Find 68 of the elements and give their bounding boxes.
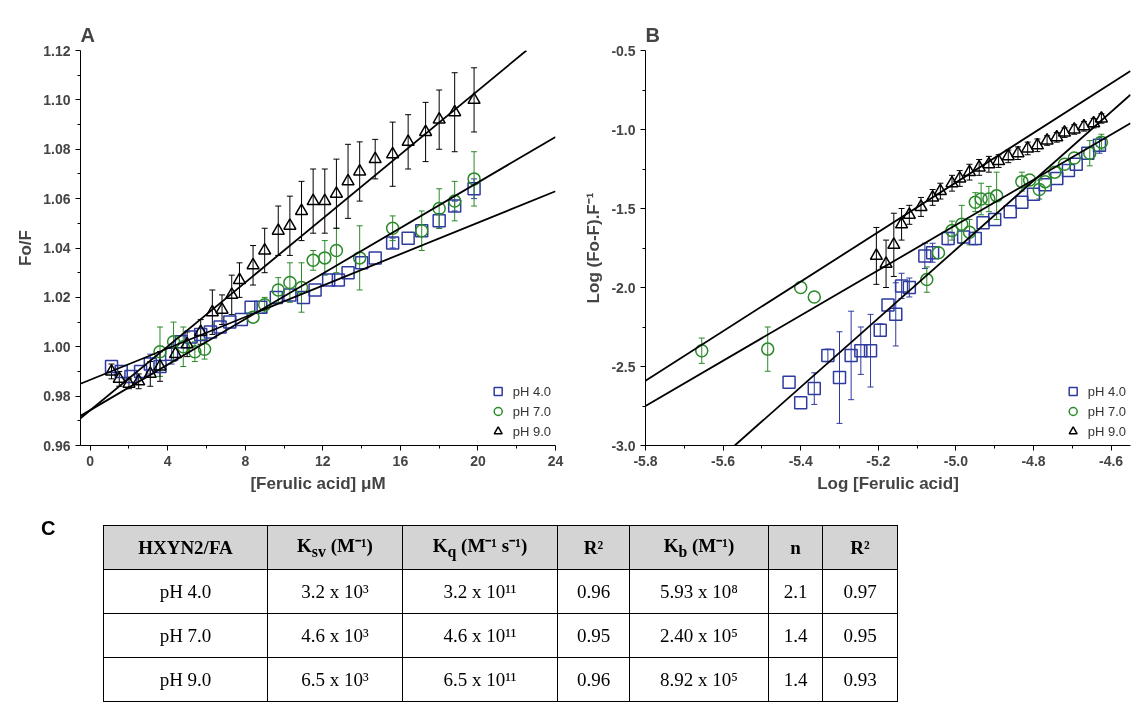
legend-label: pH 9.0 (512, 423, 551, 439)
legend-label: pH 7.0 (512, 403, 551, 419)
category-label: K$_{b}$ (M⁻¹) (629, 525, 769, 570)
y-tick-label: -2.0 (611, 279, 636, 296)
x-tick-label: 12 (315, 452, 331, 469)
y-tick-label: 1.10 (43, 91, 71, 108)
x-tick-label: 0 (86, 452, 95, 469)
y-axis-title: Log (Fo-F).F⁻¹ (584, 192, 604, 304)
x-tick-label: -5.6 (711, 452, 736, 469)
x-tick-label: -4.6 (1099, 452, 1124, 469)
x-tick-label: 16 (392, 452, 409, 469)
y-tick-label: 1.12 (43, 42, 71, 59)
text: pH 4.0 (103, 569, 268, 614)
legend-label: pH 7.0 (1087, 403, 1126, 419)
y-tick-label: 1.06 (43, 190, 71, 207)
x-axis-title: Log [Ferulic acid] (817, 473, 959, 493)
y-tick-label: 1.02 (43, 289, 71, 306)
text: pH 7.0 (103, 613, 268, 658)
x-tick-label: 4 (163, 452, 172, 469)
x-axis-title: [Ferulic acid] μM (250, 473, 386, 493)
category-label: K$_{q}$ (M⁻¹ s⁻¹) (402, 525, 558, 570)
text: 5.93 x 10⁸ (629, 569, 769, 614)
y-tick-label: 0.96 (43, 437, 71, 454)
category-label: K$_{sv}$ (M⁻¹) (267, 525, 403, 570)
legend-label: pH 4.0 (1087, 383, 1126, 399)
text: 2.1 (768, 569, 823, 614)
y-tick-label: 1.04 (43, 240, 71, 256)
category-label: R² (557, 525, 630, 570)
y-tick-label: -3.0 (611, 437, 636, 454)
text: 4.6 x 10³ (267, 613, 403, 658)
category-label: n (768, 525, 823, 570)
text: 8.92 x 10⁵ (629, 657, 769, 702)
category-label: HXYN2/FA (103, 525, 268, 570)
x-tick-label: -5.2 (866, 452, 891, 469)
legend-label: pH 9.0 (1087, 423, 1126, 439)
text: 0.93 (822, 657, 898, 702)
y-tick-label: 1.00 (43, 338, 71, 355)
y-tick-label: -1.0 (611, 121, 636, 138)
text: 3.2 x 10³ (267, 569, 403, 614)
y-tick-label: -0.5 (611, 42, 636, 59)
text: 1.4 (768, 613, 823, 658)
x-tick-label: -5.0 (943, 452, 969, 469)
text: pH 9.0 (103, 657, 268, 702)
text: 0.95 (822, 613, 898, 658)
legend-label: pH 4.0 (512, 383, 551, 399)
x-tick-label: -5.8 (633, 452, 658, 469)
chart-title: B (645, 23, 660, 46)
x-tick-label: 8 (241, 452, 250, 469)
text: 1.4 (768, 657, 823, 702)
text: 3.2 x 10¹¹ (402, 569, 558, 614)
text: 4.6 x 10¹¹ (402, 613, 558, 658)
text: 6.5 x 10¹¹ (402, 657, 558, 702)
category-label: R² (822, 525, 898, 570)
y-tick-label: -1.5 (611, 200, 636, 217)
text: 2.40 x 10⁵ (629, 613, 769, 658)
y-axis-title: Fo/F (16, 230, 36, 266)
x-tick-label: 20 (470, 452, 486, 469)
x-tick-label: -4.8 (1021, 452, 1046, 469)
chart-title: A (80, 23, 95, 46)
y-tick-label: 0.98 (43, 388, 71, 405)
y-tick-label: -2.5 (611, 358, 636, 375)
x-tick-label: -5.4 (788, 452, 813, 469)
text: 6.5 x 10³ (267, 657, 403, 702)
text: 0.97 (822, 569, 898, 614)
y-tick-label: 1.08 (43, 141, 71, 158)
x-tick-label: 24 (547, 452, 564, 469)
text: C (41, 516, 56, 541)
text: 0.95 (557, 613, 630, 658)
